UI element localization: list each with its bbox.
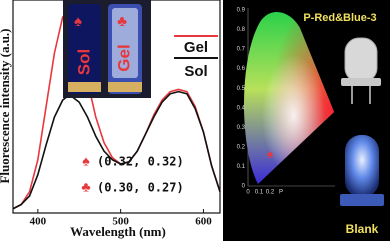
cie-y-tick-label: 0.4 [237,105,246,111]
led-blue [345,135,379,197]
annotation-symbol: ♣ [81,179,90,195]
plot-area: 400 500 600 [12,11,221,228]
legend-label: Sol [184,63,207,80]
x-tick-label: 400 [30,216,47,228]
cie-y-tick-label: 0.8 [237,27,246,33]
x-tick-label: 600 [195,216,212,228]
cie-x-tick-label: 0 [246,190,250,196]
led-blue-base [340,194,384,206]
cie-y-tick-label: 0.9 [237,8,246,14]
cie-ticks: 0.90.80.70.60.50.40.30.20.100 0.1 0.2 P [237,8,283,196]
photo-symbol: ♣ [117,13,127,30]
cie-marker: ♠ [267,147,274,161]
cie-y-tick-label: 0.5 [237,86,246,92]
led-white [344,37,378,83]
plot-frame [12,0,221,214]
series-line [12,11,221,210]
cie-y-tick-label: 0.7 [237,47,246,53]
led-label: Blank [346,222,379,236]
cie-y-tick-label: 0.6 [237,66,246,72]
led-white-base [341,78,381,86]
cie-horseshoe-white [244,11,334,184]
cie-x-tick-label: P [279,190,283,196]
legend-label: Gel [184,39,208,56]
annotation-text: (0.32, 0.32) [97,155,184,169]
inset-photo: ♠ ♣ Sol Gel [63,0,151,98]
photo-label: Gel [114,44,133,71]
series-line [12,90,221,210]
cie-panel: 0.90.80.70.60.50.40.30.20.100 0.1 0.2 P ♠ P… [223,0,390,241]
x-axis-title: Wavelength (nm) [70,224,166,239]
vial-gel-glow [112,8,138,78]
cie-x-tick-label: 0.2 [266,190,275,196]
cie-y-tick-label: 0 [242,184,246,190]
led-label: P-Red&Blue-3 [303,12,376,24]
cie-y-tick-label: 0.1 [237,164,246,170]
annotation-text: (0.30, 0.27) [97,181,184,195]
vial-gel-cap [108,82,142,92]
y-axis-title: Fluorescence intensity (a.u.) [0,28,12,183]
vial-sol [68,4,101,94]
cie-y-tick-label: 0.3 [237,125,246,131]
cie-x-tick-label: 0.1 [255,190,264,196]
annotation-symbol: ♠ [82,153,90,169]
photo-symbol: ♠ [74,13,82,30]
photo-label: Sol [74,49,93,75]
x-tick-label: 500 [112,216,129,228]
cie-y-tick-label: 0.2 [237,144,246,150]
vial-sol-cap [68,82,101,92]
